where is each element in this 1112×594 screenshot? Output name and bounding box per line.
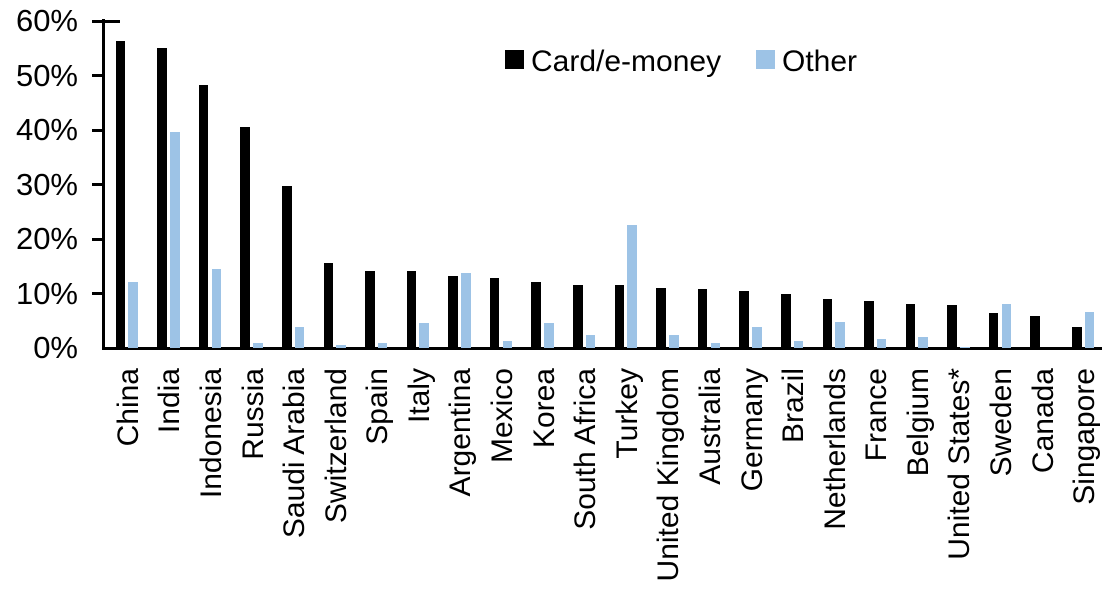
x-label-indonesia: Indonesia: [194, 368, 228, 499]
bar-other-sweden: [1001, 303, 1012, 348]
bar-card-e-money-china: [115, 41, 126, 348]
bar-card-e-money-india: [157, 48, 167, 348]
bar-other-indonesia: [211, 268, 222, 348]
bar-card-e-money-canada: [1030, 316, 1041, 348]
x-label-united-kingdom: United Kingdom: [652, 368, 686, 582]
legend-swatch-other: [756, 50, 775, 69]
x-label-canada: Canada: [1026, 368, 1060, 474]
bar-card-e-money-united-kingdom: [656, 288, 666, 348]
bar-other-brazil: [793, 341, 804, 348]
bar-card-e-money-italy: [406, 271, 417, 348]
bar-card-e-money-argentina: [448, 275, 458, 348]
x-label-netherlands: Netherlands: [818, 368, 852, 530]
bar-card-e-money-australia: [697, 289, 708, 348]
x-axis-line: [102, 346, 1102, 350]
x-label-mexico: Mexico: [486, 368, 520, 464]
bar-other-united-states: [960, 346, 970, 348]
bar-other-united-kingdom: [668, 335, 679, 348]
bar-other-spain: [377, 343, 388, 348]
y-tick-10: [92, 292, 104, 295]
bar-card-e-money-singapore: [1072, 327, 1082, 348]
y-tick-50: [92, 74, 104, 77]
y-tick-label-0: 0%: [33, 330, 78, 365]
bar-card-e-money-mexico: [489, 277, 500, 348]
bar-other-australia: [710, 343, 721, 348]
y-tick-30: [92, 183, 104, 186]
y-tick-label-20: 20%: [15, 221, 78, 256]
bar-other-belgium: [918, 337, 929, 348]
bar-card-e-money-indonesia: [198, 85, 209, 348]
bar-card-e-money-sweden: [988, 313, 999, 348]
bar-other-mexico: [502, 340, 513, 348]
x-label-saudi-arabia: Saudi Arabia: [278, 368, 312, 539]
bar-other-italy: [419, 322, 430, 348]
bar-card-e-money-russia: [240, 127, 250, 348]
bar-card-e-money-france: [864, 301, 874, 348]
bar-other-china: [128, 281, 138, 348]
bar-card-e-money-saudi-arabia: [281, 185, 292, 348]
bar-other-france: [876, 339, 887, 348]
bar-other-germany: [752, 326, 762, 348]
bar-other-switzerland: [336, 344, 346, 348]
bar-other-russia: [253, 342, 263, 348]
bar-other-korea: [544, 322, 554, 348]
bar-card-e-money-switzerland: [323, 262, 334, 348]
y-tick-20: [92, 237, 104, 241]
bar-other-saudi-arabia: [294, 326, 305, 348]
y-tick-label-50: 50%: [15, 57, 78, 93]
x-label-sweden: Sweden: [985, 368, 1019, 477]
bar-card-e-money-belgium: [905, 303, 916, 348]
bar-other-netherlands: [835, 321, 845, 348]
x-label-brazil: Brazil: [777, 368, 811, 444]
bar-card-e-money-spain: [365, 270, 375, 348]
x-label-india: India: [153, 368, 187, 434]
bar-other-south-africa: [585, 334, 596, 348]
x-label-australia: Australia: [693, 368, 727, 485]
x-label-belgium: Belgium: [901, 368, 935, 477]
y-tick-label-40: 40%: [15, 112, 78, 147]
y-tick-60: [92, 19, 120, 23]
bar-card-e-money-south-africa: [573, 284, 583, 348]
x-label-switzerland: Switzerland: [319, 368, 353, 524]
bar-card-e-money-germany: [739, 291, 749, 348]
y-tick-label-10: 10%: [15, 275, 78, 311]
x-label-united-states: United States*: [943, 368, 977, 560]
bar-card-e-money-brazil: [780, 294, 791, 348]
x-label-turkey: Turkey: [610, 368, 644, 459]
bar-card-e-money-korea: [531, 281, 542, 348]
x-label-italy: Italy: [402, 368, 436, 424]
bar-card-e-money-united-states: [947, 305, 957, 348]
x-label-argentina: Argentina: [444, 368, 478, 497]
x-label-south-africa: South Africa: [569, 368, 603, 530]
x-label-china: China: [111, 368, 145, 447]
legend-label-other: Other: [782, 45, 858, 78]
y-tick-label-60: 60%: [15, 3, 78, 38]
legend-swatch-card-emoney: [505, 50, 524, 69]
bar-other-argentina: [461, 272, 471, 348]
bar-other-turkey: [627, 224, 637, 348]
x-label-france: France: [860, 368, 894, 462]
x-label-russia: Russia: [236, 368, 270, 460]
bar-card-e-money-netherlands: [822, 298, 833, 348]
x-label-singapore: Singapore: [1068, 368, 1102, 505]
x-label-korea: Korea: [527, 368, 561, 449]
x-label-germany: Germany: [735, 368, 769, 492]
bar-other-india: [169, 131, 180, 348]
y-tick-label-30: 30%: [15, 166, 78, 202]
bar-other-singapore: [1084, 312, 1095, 348]
legend-label-card-emoney: Card/e-money: [531, 45, 722, 78]
y-tick-40: [92, 128, 104, 132]
x-label-spain: Spain: [361, 368, 395, 445]
bar-card-e-money-turkey: [614, 285, 625, 348]
